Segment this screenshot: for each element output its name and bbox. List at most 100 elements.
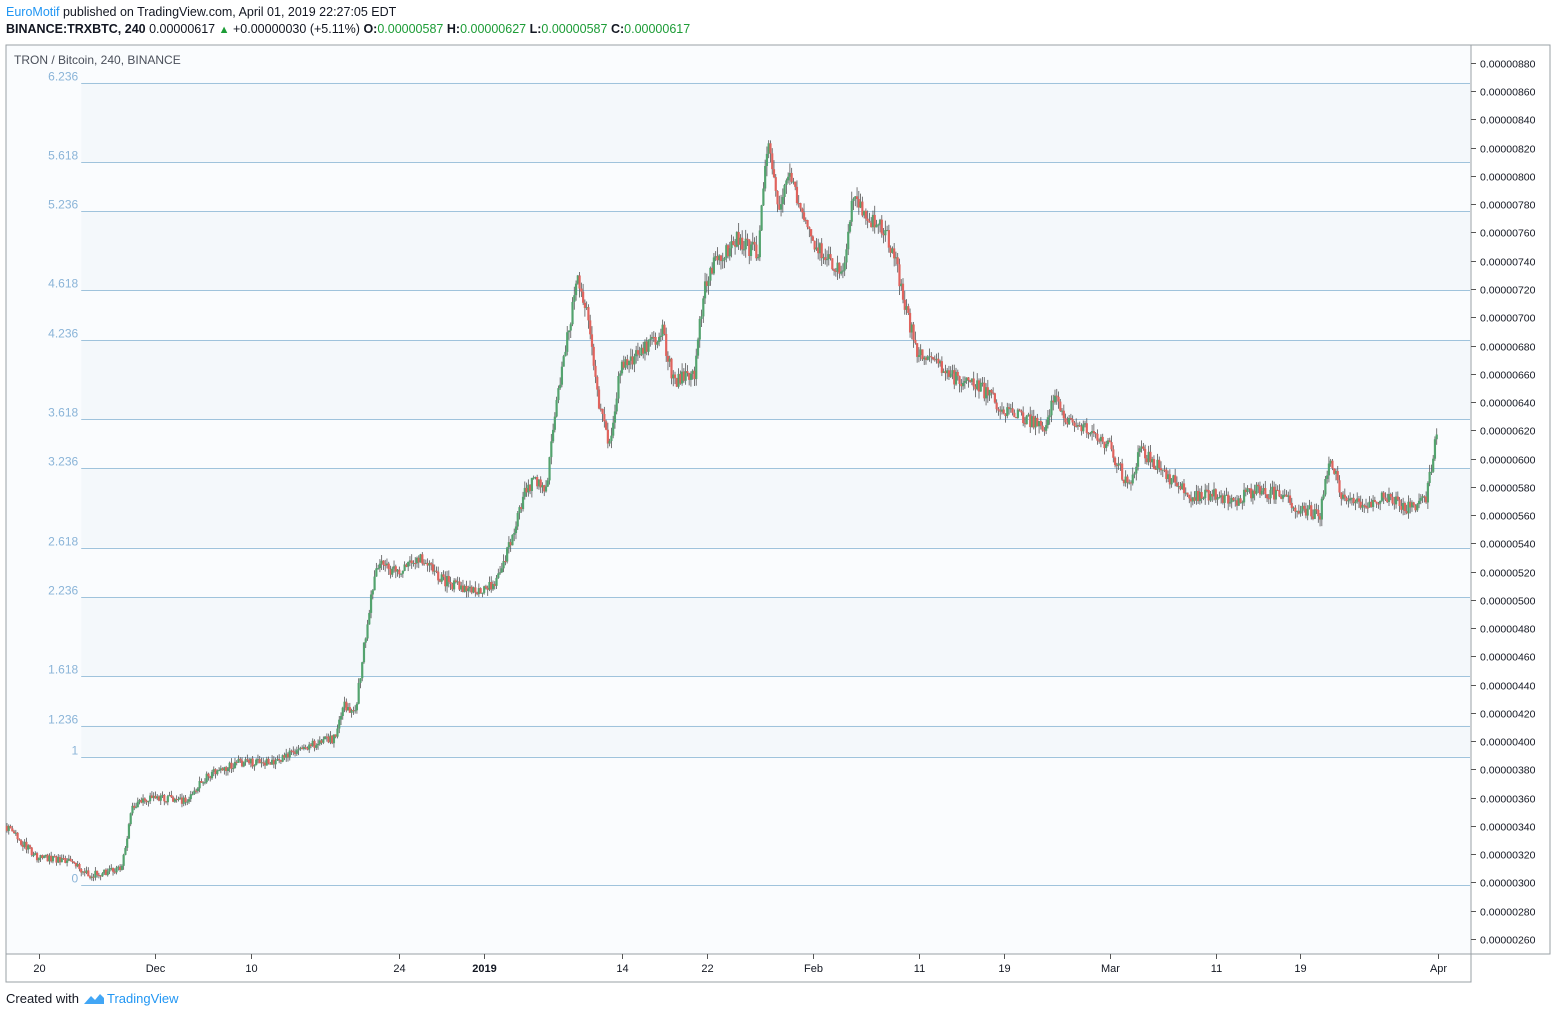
- candle-body: [953, 370, 956, 385]
- candle-body: [481, 592, 484, 594]
- up-triangle-icon: ▲: [218, 24, 230, 36]
- candle-body: [325, 736, 328, 738]
- candle-body: [596, 376, 599, 390]
- candle-body: [332, 734, 336, 744]
- candle-body: [999, 410, 1002, 412]
- price-chart[interactable]: 0 1 1.236 1.618 2.236 2.618 3.236 3.618 4.236 4.6…: [0, 0, 1554, 990]
- candle-body: [534, 477, 537, 479]
- candle-body: [1262, 488, 1265, 491]
- candle-body: [451, 583, 454, 590]
- candle-body: [1232, 497, 1235, 501]
- candle-body: [196, 788, 199, 792]
- candle-body: [990, 389, 993, 393]
- candle-body: [555, 400, 558, 417]
- candle-body: [357, 682, 360, 704]
- candle-body: [329, 735, 332, 743]
- candle-body: [71, 861, 74, 863]
- close-value: 0.00000617: [624, 22, 691, 36]
- candle-body: [502, 561, 505, 569]
- candle-body: [831, 258, 834, 270]
- candle-body: [1419, 498, 1422, 501]
- candle-body: [474, 587, 477, 593]
- candle-body: [802, 212, 806, 220]
- candle-body: [191, 794, 194, 796]
- candle-body: [882, 233, 885, 236]
- candle-body: [491, 584, 495, 590]
- candle-body: [606, 429, 609, 444]
- candle-body: [663, 324, 666, 334]
- candle-body: [870, 222, 873, 228]
- candle-body: [1090, 431, 1094, 433]
- y-tick-label: 0.00000820: [1480, 144, 1536, 156]
- candle-body: [1301, 505, 1304, 511]
- candle-body: [592, 346, 595, 366]
- candle-body: [392, 566, 396, 569]
- candle-body: [1382, 492, 1385, 498]
- candle-body: [76, 864, 79, 867]
- candle-body: [1340, 492, 1343, 499]
- fib-band-2.618-3.236: [81, 468, 1470, 548]
- candle-body: [237, 758, 240, 763]
- price-axis[interactable]: [1470, 44, 1551, 955]
- candle-body: [866, 218, 869, 221]
- candle-body: [147, 801, 150, 803]
- candle-body: [1225, 494, 1228, 496]
- tradingview-brand-link[interactable]: TradingView: [106, 991, 179, 1006]
- candle-body: [781, 196, 784, 205]
- candle-body: [1320, 498, 1323, 520]
- candle-body: [599, 408, 602, 410]
- candle-body: [1068, 417, 1071, 425]
- candle-body: [1433, 439, 1437, 459]
- candle-body: [1294, 507, 1297, 512]
- candle-body: [1412, 502, 1415, 506]
- candle-body: [447, 576, 450, 583]
- candle-body: [1046, 417, 1050, 426]
- candle-body: [1158, 459, 1161, 469]
- candle-body: [714, 256, 717, 258]
- candle-body: [525, 487, 528, 493]
- candle-body: [21, 844, 25, 847]
- y-axis: 0.00000260 0.00000280 0.00000300 0.00000320…: [1471, 59, 1536, 947]
- time-axis[interactable]: [5, 953, 1472, 983]
- candle-body: [150, 795, 154, 798]
- candle-body: [792, 181, 795, 183]
- candle-body: [1106, 440, 1110, 445]
- author-link[interactable]: EuroMotif: [6, 5, 60, 19]
- candle-body: [28, 845, 32, 848]
- candle-body: [445, 576, 449, 587]
- candle-body: [361, 662, 364, 679]
- candle-body: [223, 767, 226, 771]
- candle-body: [764, 165, 767, 189]
- candle-body: [58, 857, 62, 863]
- candle-body: [1394, 496, 1398, 505]
- candle-body: [520, 507, 523, 510]
- candle-body: [235, 761, 238, 763]
- candle-body: [251, 758, 254, 767]
- candle-body: [988, 389, 991, 396]
- candle-body: [615, 398, 618, 412]
- candle-body: [566, 332, 569, 352]
- y-tick-label: 0.00000300: [1480, 878, 1536, 890]
- candle-body: [1022, 412, 1025, 424]
- candle-body: [1265, 494, 1269, 499]
- candle-body: [1136, 452, 1140, 467]
- candle-body: [309, 744, 313, 747]
- candle-body: [1230, 497, 1233, 503]
- candle-body: [1410, 502, 1414, 508]
- candle-body: [111, 867, 115, 872]
- candle-body: [967, 377, 970, 381]
- candle-body: [536, 477, 539, 487]
- candle-body: [544, 486, 548, 492]
- candle-body: [1244, 489, 1247, 493]
- candle-body: [355, 703, 359, 711]
- candle-body: [1375, 501, 1378, 504]
- candle-body: [847, 231, 850, 250]
- ohlc-line: BINANCE:TRXBTC, 240 0.00000617 ▲ +0.0000…: [6, 21, 690, 39]
- candle-body: [136, 801, 139, 808]
- candle-body: [898, 264, 901, 287]
- candle-body: [1110, 442, 1113, 450]
- candle-body: [410, 560, 413, 564]
- candle-body: [129, 813, 132, 825]
- candle-body: [1011, 408, 1014, 413]
- candle-body: [665, 333, 668, 356]
